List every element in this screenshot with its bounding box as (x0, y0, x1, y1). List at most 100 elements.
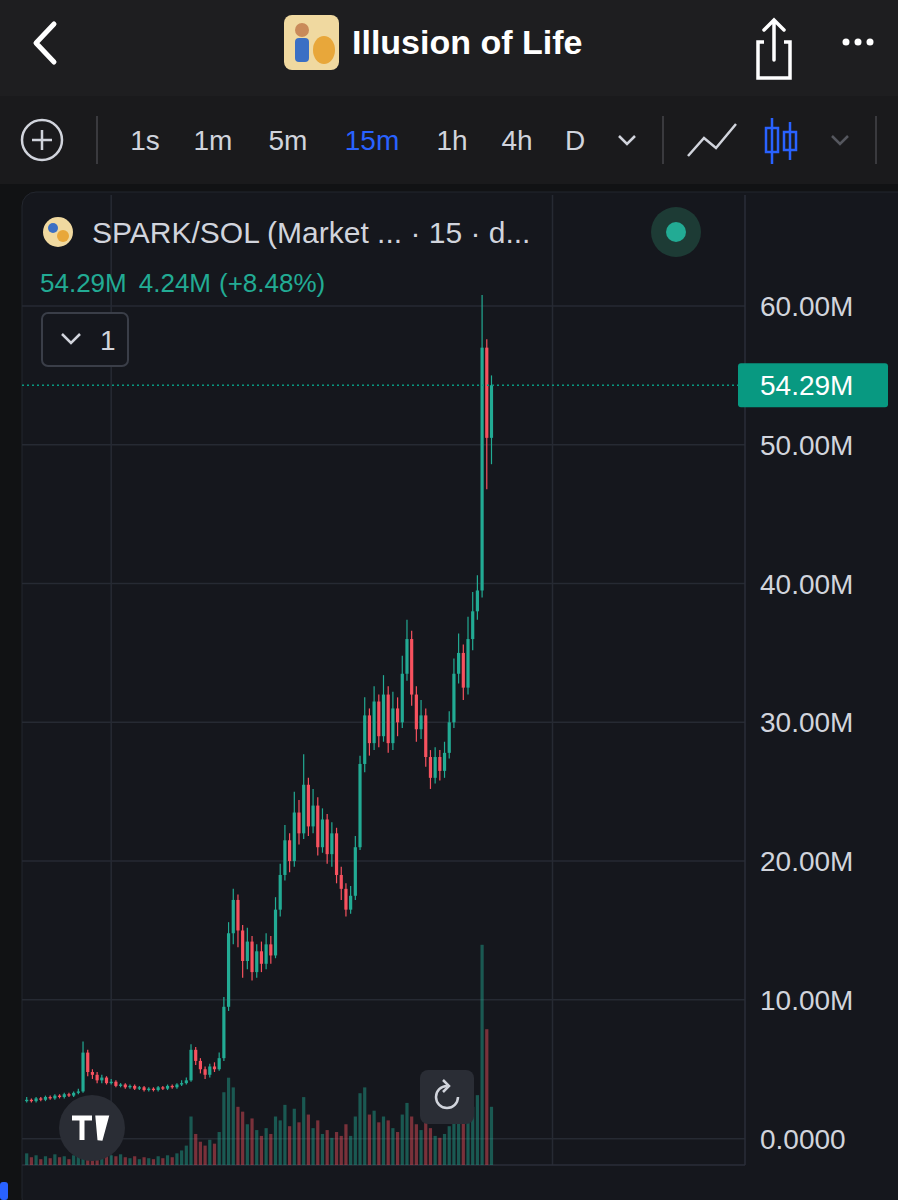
toggle-chevron (62, 334, 80, 343)
more-button[interactable] (843, 39, 874, 46)
legend-change-pct: (+8.48%) (219, 268, 325, 298)
candle-wick (458, 634, 459, 684)
candle-body (368, 715, 371, 743)
volume-bar (424, 1122, 427, 1165)
candle-body (96, 1075, 99, 1081)
icon-bg (284, 15, 339, 70)
candle-wick (406, 620, 407, 681)
candle-wick (92, 1069, 93, 1079)
candle-body (157, 1087, 160, 1090)
candle-wick (176, 1083, 177, 1089)
volume-bar (429, 1128, 432, 1165)
candle-body (34, 1098, 37, 1101)
candle-body (401, 674, 404, 723)
candle-body (349, 896, 352, 910)
candle-wick (420, 700, 421, 739)
add-button[interactable] (22, 120, 62, 160)
candle-wick (148, 1087, 149, 1091)
chart-title: SPARK/SOL (Market ... · 15 · d... (92, 216, 530, 249)
volume-bar (358, 1093, 361, 1165)
timeframe-button[interactable]: 1m (194, 125, 233, 156)
candle-wick (491, 375, 492, 464)
candle-wick (416, 686, 417, 742)
candle-body (457, 653, 460, 674)
y-tick-label: 0.0000 (760, 1124, 846, 1155)
volume-bar (330, 1138, 333, 1165)
volume-bar (485, 1029, 488, 1165)
timeframe-menu[interactable] (619, 136, 635, 144)
back-button[interactable] (36, 24, 54, 62)
candle-body (171, 1086, 174, 1087)
volume-bar (373, 1111, 376, 1165)
candle-wick (355, 836, 356, 900)
candle-body (114, 1082, 117, 1086)
candle-body (410, 639, 413, 695)
timeframe-button[interactable]: D (565, 125, 585, 156)
volume-bar (25, 1153, 28, 1165)
candle-wick (129, 1085, 130, 1089)
candle-body (462, 653, 465, 688)
candle-body (405, 639, 408, 674)
tv-logo[interactable] (59, 1095, 125, 1161)
volume-bar (185, 1146, 188, 1165)
candle-wick (153, 1087, 154, 1091)
legend-toggle[interactable]: 1 (42, 313, 128, 366)
candle-body (236, 900, 239, 931)
timeframe-button[interactable]: 5m (269, 125, 308, 156)
separator (875, 116, 877, 164)
candle-wick (374, 686, 375, 750)
volume-bar (67, 1159, 70, 1165)
volume-bar (279, 1120, 282, 1165)
candle-body (86, 1053, 89, 1072)
candle-body (358, 764, 361, 847)
candle-body (330, 833, 333, 854)
candle-body (208, 1066, 211, 1074)
candle-body (377, 702, 380, 737)
timeframe-button[interactable]: 1h (436, 125, 467, 156)
candle-body (213, 1066, 216, 1069)
candle-wick (364, 697, 365, 772)
candle-body (250, 942, 253, 973)
volume-bar (419, 1130, 422, 1165)
volume-bar (354, 1117, 357, 1166)
reset-arrowhead (443, 1080, 449, 1092)
volume-bar (297, 1122, 300, 1165)
candle-wick (78, 1089, 79, 1095)
candle-wick (139, 1086, 140, 1090)
reset-button[interactable] (420, 1070, 474, 1124)
candle-body (283, 840, 286, 875)
header-bg (0, 0, 898, 96)
tv-logo-mark (72, 1118, 106, 1140)
candle-wick (270, 936, 271, 964)
candle-body (443, 753, 446, 771)
timeframe-button[interactable]: 15m (345, 125, 399, 156)
timeframe-button[interactable]: 4h (501, 125, 532, 156)
candle-wick (167, 1085, 168, 1091)
volume-bar (241, 1112, 244, 1165)
candle-chart-button[interactable] (766, 118, 796, 164)
volume-bar (250, 1118, 253, 1165)
candle-wick (261, 942, 262, 973)
candle-wick (190, 1044, 191, 1081)
share-button[interactable] (758, 20, 790, 78)
line-chart-button[interactable] (688, 124, 736, 156)
volume-bar (72, 1155, 75, 1165)
volume-bar (476, 1095, 479, 1165)
candle-wick (312, 789, 313, 833)
candle-body (471, 611, 474, 639)
volume-bar (39, 1159, 42, 1165)
candle-wick (449, 711, 450, 758)
candle-wick (172, 1085, 173, 1089)
candle-body (396, 708, 399, 722)
add-plus (32, 130, 52, 150)
candle-wick (477, 575, 478, 619)
icon-head (295, 23, 309, 37)
candle-body (199, 1061, 202, 1069)
chart-type-menu[interactable] (832, 136, 848, 144)
volume-bar (175, 1153, 178, 1165)
candle-wick (111, 1079, 112, 1085)
timeframe-button[interactable]: 1s (130, 125, 160, 156)
candle-wick (186, 1078, 187, 1085)
volume-bar (480, 945, 483, 1165)
grid-line (552, 195, 554, 1165)
